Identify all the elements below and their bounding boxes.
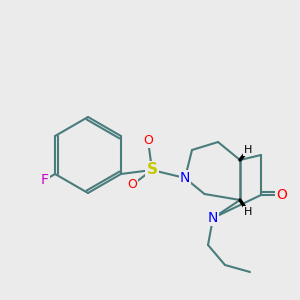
Text: O: O [277, 188, 287, 202]
Text: N: N [208, 211, 218, 225]
Text: F: F [41, 173, 49, 187]
Text: O: O [143, 134, 153, 146]
Text: H: H [244, 207, 252, 217]
Text: H: H [244, 145, 252, 155]
Text: S: S [146, 163, 158, 178]
Text: O: O [127, 178, 137, 191]
Text: N: N [180, 171, 190, 185]
